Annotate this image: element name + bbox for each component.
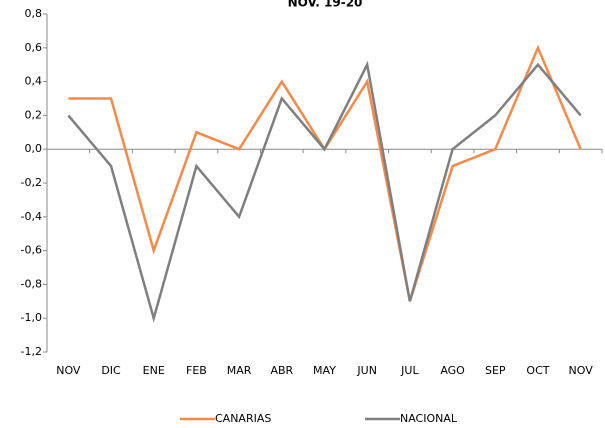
y-tick-label: 0,6 [25,41,43,54]
y-tick-label: 0,2 [25,108,43,121]
x-tick-label: MAR [227,364,252,377]
x-tick-label: NOV [56,364,81,377]
x-tick-label: JUN [356,364,377,377]
x-tick-label: SEP [485,364,506,377]
x-tick-label: OCT [526,364,549,377]
x-tick-label: ABR [270,364,293,377]
y-tick-label: -1,2 [21,345,42,358]
y-tick-label: -0,2 [21,176,42,189]
x-tick-label: DIC [101,364,121,377]
x-tick-label: FEB [186,364,207,377]
series-line [68,44,582,302]
series-line [67,60,582,323]
y-tick-label: -0,4 [21,210,42,223]
chart-title: NOV. 19-20 [288,0,363,10]
x-tick-label: NOV [569,364,594,377]
x-tick-label: ENE [143,364,165,377]
x-tick-label: AGO [440,364,465,377]
y-tick-label: 0,0 [25,142,43,155]
y-tick-label: 0,4 [25,75,43,88]
legend-label: CANARIAS [215,412,271,425]
y-tick-label: -0,8 [21,277,42,290]
y-tick-label: 0,8 [25,7,43,20]
legend-label: NACIONAL [400,412,458,425]
x-tick-label: MAY [313,364,336,377]
y-tick-label: -0,6 [21,244,42,257]
y-tick-label: -1,0 [21,311,42,324]
x-tick-label: JUL [400,364,419,377]
